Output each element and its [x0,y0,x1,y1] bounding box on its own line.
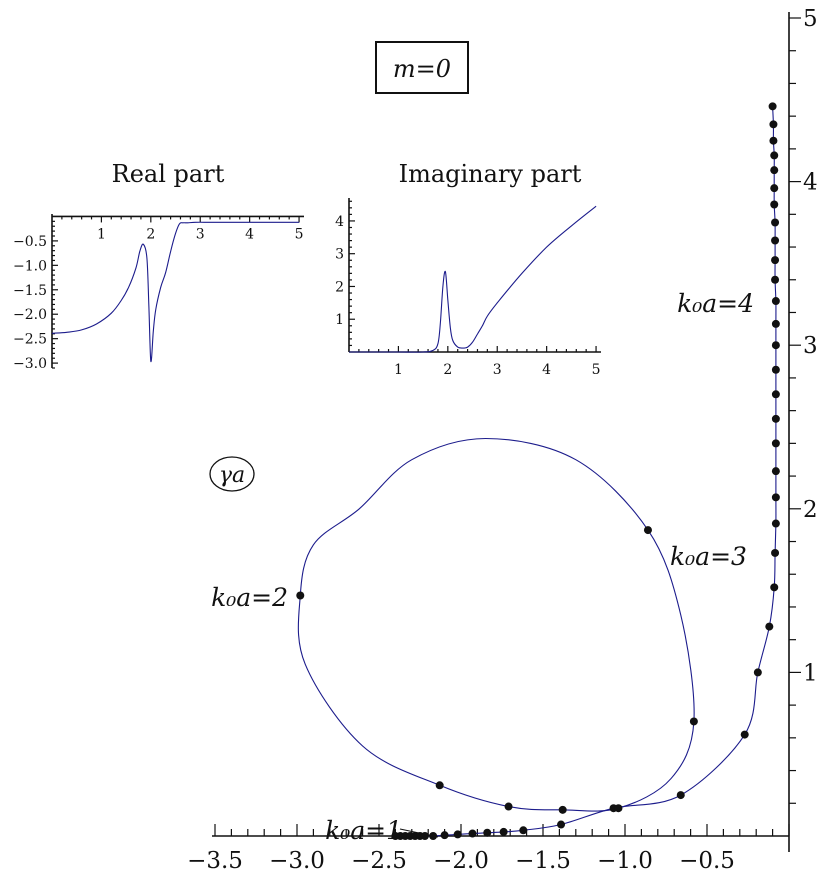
inset-y-tick-label: −2.0 [13,307,47,323]
loop-data-point [690,717,698,725]
inset-y-tick-label: −0.5 [13,234,47,250]
inset-y-tick-label: −1.5 [13,283,47,299]
data-point [771,236,779,244]
real-part-plot: 1 2 3 4 5 −0.5 −1.0 −1.5 −2.0 −2.5 −3.0 [13,214,304,372]
data-point [769,102,777,110]
data-point [754,668,762,676]
main-x-tick-label: −3.5 [187,848,243,874]
symbol-label: γa [219,463,245,488]
inset-x-tick-label: 4 [542,362,551,378]
data-point [454,830,462,838]
annotation-k0a-1: k₀a=1 [325,816,402,845]
data-point [483,829,491,837]
imaginary-part-title: Imaginary part [399,160,582,188]
inset-curve [349,206,596,352]
data-point [769,137,777,145]
main-y-tick-label: 1 [803,660,818,686]
inset-y-tick-label: −1.0 [13,258,47,274]
data-point [772,320,780,328]
inset-y-tick-label: −2.5 [13,332,47,348]
inset-x-tick-label: 5 [592,362,601,378]
loop-data-point [614,804,622,812]
inset-x-tick-label: 1 [394,362,403,378]
data-point [500,828,508,836]
main-plot: −3.5 −3.0 −2.5 −2.0 −1.5 −1.0 −0.5 1 2 3 4 5 [187,6,818,874]
inset-x-tick-label: 1 [97,226,106,242]
inset-x-tick-label: 5 [295,226,304,242]
data-point [519,826,527,834]
data-point [771,219,779,227]
real-part-title: Real part [112,160,225,188]
inset-x-tick-label: 2 [146,226,155,242]
main-x-tick-label: −2.5 [351,848,407,874]
main-y-tick-label: 4 [803,170,818,196]
data-point [429,832,437,840]
main-y-tick-label: 2 [803,497,818,523]
data-point [770,184,778,192]
annotation-k0a-2: k₀a=2 [211,583,288,612]
data-point [772,520,780,528]
main-y-tick-label: 3 [803,333,818,359]
data-point [771,549,779,557]
inset-x-tick-label: 3 [493,362,502,378]
inset-y-tick-label: 2 [335,279,344,295]
imaginary-part-plot: 1 2 3 4 5 1 2 3 4 [335,198,601,378]
inset-y-tick-label: 4 [335,214,344,230]
data-point [765,623,773,631]
main-x-tick-label: −1.0 [597,848,653,874]
inset-x-tick-label: 4 [245,226,254,242]
data-point [771,276,779,284]
data-point [772,439,780,447]
data-point [772,366,780,374]
data-point [772,467,780,475]
main-x-tick-label: −2.0 [433,848,489,874]
main-y-tick-label: 5 [803,6,818,32]
inset-y-tick-label: −3.0 [13,356,47,372]
data-point [770,166,778,174]
inset-y-tick-label: 1 [335,312,344,328]
inset-y-tick-label: 3 [335,247,344,263]
data-point [421,832,429,840]
data-point [769,120,777,128]
main-curve-branch [395,106,776,836]
data-point [772,493,780,501]
main-x-tick-label: −3.0 [269,848,325,874]
loop-data-point [559,806,567,814]
data-point [441,831,449,839]
data-point [772,390,780,398]
data-point [770,151,778,159]
data-point [741,731,749,739]
data-point [770,201,778,209]
data-point [468,830,476,838]
main-title: m=0 [393,55,451,83]
main-x-tick-label: −1.5 [515,848,571,874]
annotation-k0a-4: k₀a=4 [677,289,754,318]
data-point [677,791,685,799]
data-point [772,415,780,423]
inset-x-tick-label: 3 [196,226,205,242]
data-point [770,583,778,591]
loop-data-point [644,526,652,534]
data-point [557,821,565,829]
data-point [772,341,780,349]
annotation-k0a-3: k₀a=3 [670,542,747,571]
loop-data-point [296,592,304,600]
inset-curve [52,222,299,361]
main-curve-loop [298,439,694,812]
inset-x-tick-label: 2 [443,362,452,378]
loop-data-point [505,803,513,811]
data-point [772,297,780,305]
main-x-tick-label: −0.5 [679,848,735,874]
data-point [771,256,779,264]
loop-data-point [436,781,444,789]
